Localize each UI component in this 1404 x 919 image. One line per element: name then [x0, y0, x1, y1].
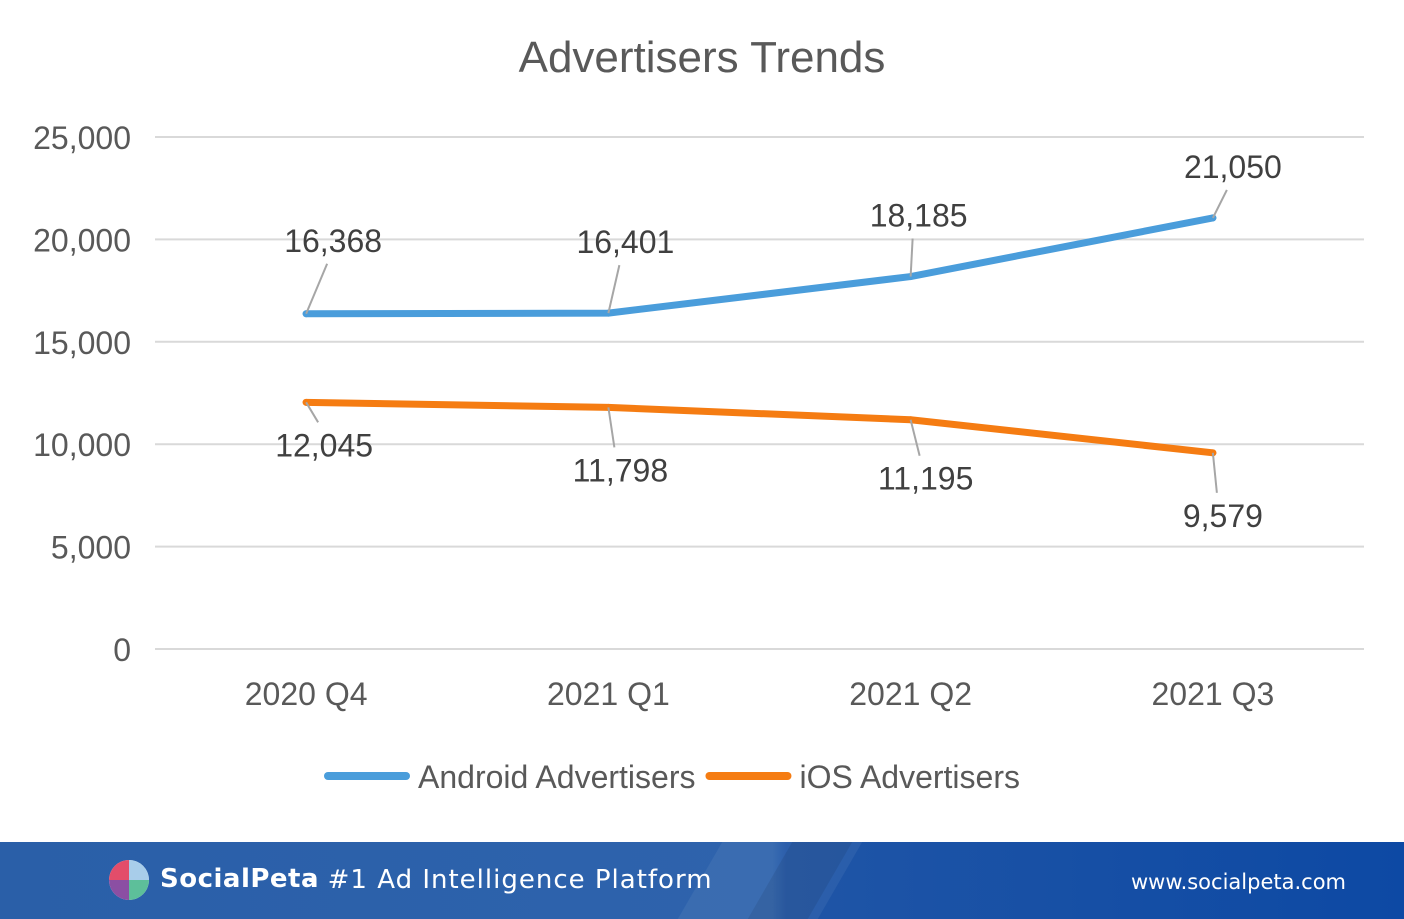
data-label: 18,185: [870, 198, 968, 234]
y-tick-label: 10,000: [33, 427, 131, 463]
line-chart: Advertisers Trends 0 5,000 10,000 15,000 20,…: [33, 33, 1364, 795]
data-label: 9,579: [1183, 498, 1263, 534]
data-label: 12,045: [275, 427, 373, 463]
y-tick-label: 5,000: [51, 530, 131, 566]
leader-line: [909, 238, 914, 277]
series-lines: [302, 214, 1217, 457]
data-label: 21,050: [1184, 149, 1282, 185]
legend-label: iOS Advertisers: [799, 759, 1020, 795]
brand-name: SocialPeta: [160, 864, 320, 894]
chart-title: Advertisers Trends: [519, 33, 886, 82]
leader-line: [305, 263, 329, 315]
y-tick-label: 20,000: [33, 222, 131, 258]
leader-line: [607, 407, 616, 448]
x-axis-ticks: 2020 Q4 2021 Q1 2021 Q2 2021 Q3: [245, 676, 1275, 712]
website-link[interactable]: www.socialpeta.com: [1130, 870, 1346, 894]
y-tick-label: 25,000: [33, 120, 131, 156]
y-axis-ticks: 0 5,000 10,000 15,000 20,000 25,000: [33, 120, 131, 668]
x-tick-label: 2021 Q3: [1151, 676, 1274, 712]
series-line-ios: [302, 398, 1217, 457]
leader-line: [607, 264, 621, 314]
gridlines: [155, 136, 1364, 650]
legend: Android Advertisers iOS Advertisers: [324, 759, 1020, 795]
leader-line: [1211, 452, 1218, 493]
x-tick-label: 2021 Q1: [547, 676, 670, 712]
leader-line: [305, 401, 319, 423]
leader-line: [909, 419, 921, 456]
data-label: 16,401: [576, 224, 674, 260]
series-line-android: [302, 214, 1217, 318]
leader-line: [1211, 189, 1228, 219]
footer-banner: SocialPeta - #1 Ad Intelligence Platform…: [0, 842, 1404, 919]
y-tick-label: 0: [113, 632, 131, 668]
data-labels: 16,368 16,401 18,185 21,050 12,045 11,798 11,1…: [275, 149, 1282, 534]
socialpeta-logo-icon: [109, 860, 149, 900]
tagline: - #1 Ad Intelligence Platform: [308, 865, 713, 895]
y-tick-label: 15,000: [33, 325, 131, 361]
x-tick-label: 2021 Q2: [849, 676, 972, 712]
legend-label: Android Advertisers: [418, 759, 695, 795]
data-label: 16,368: [284, 223, 382, 259]
data-label: 11,798: [573, 452, 669, 488]
x-tick-label: 2020 Q4: [245, 676, 368, 712]
data-label: 11,195: [878, 461, 974, 497]
